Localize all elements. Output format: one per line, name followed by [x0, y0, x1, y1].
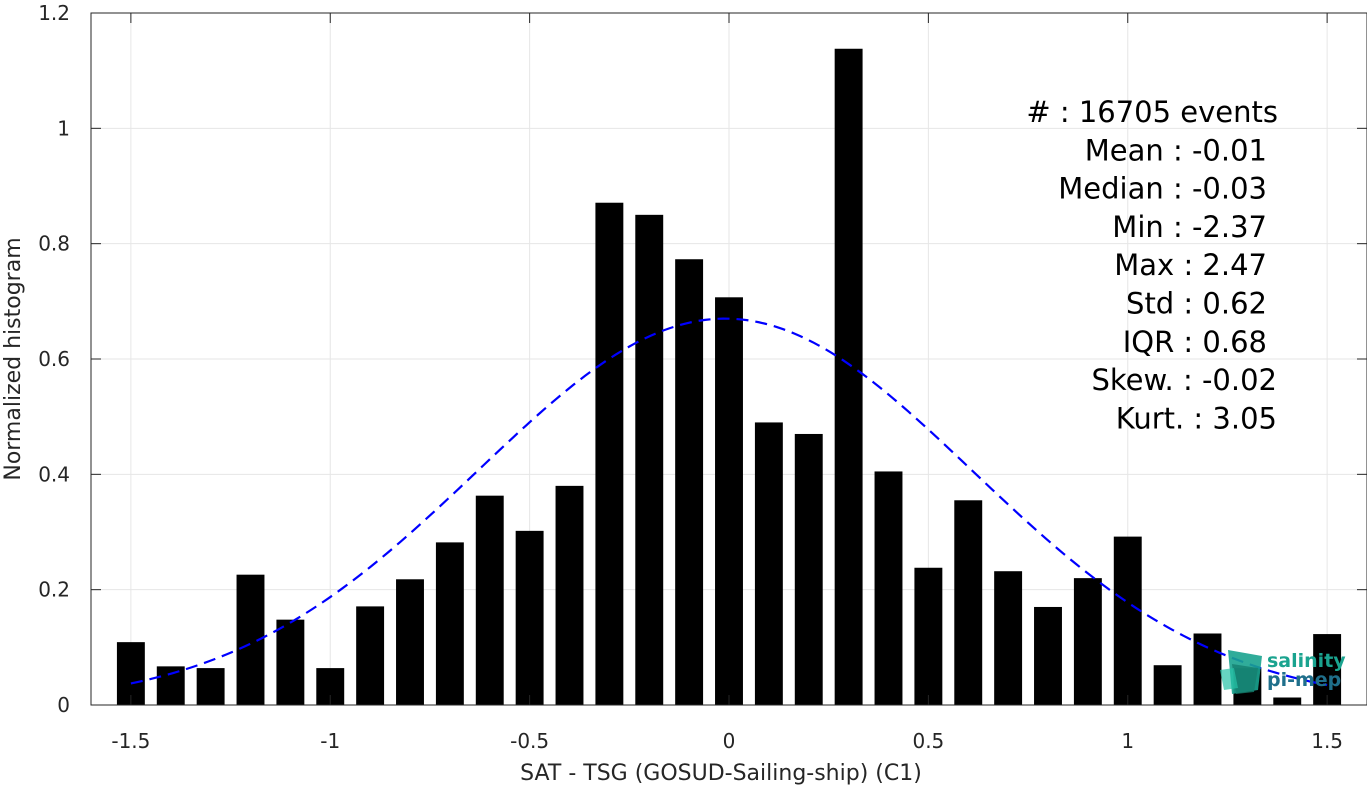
- bar-23: [1034, 606, 1062, 705]
- bar-6: [356, 606, 385, 705]
- x-tick-label-0: -1.5: [111, 729, 150, 753]
- y-tick-label-5: 1: [57, 116, 70, 140]
- bar-24: [1073, 578, 1102, 705]
- x-tick-label-6: 1.5: [1311, 729, 1343, 753]
- bar-1: [156, 666, 185, 705]
- x-tick-label-3: 0: [723, 729, 736, 753]
- stat-line-5: Std : 0.62: [1126, 287, 1267, 321]
- bar-27: [1193, 633, 1222, 705]
- bar-21: [954, 500, 983, 705]
- bar-4: [276, 619, 305, 705]
- logo-line2: pi-mep: [1267, 669, 1341, 691]
- y-tick-label-2: 0.4: [38, 462, 70, 486]
- stat-line-8: Kurt. : 3.05: [1116, 401, 1277, 435]
- x-tick-label-1: -1: [320, 729, 340, 753]
- salinity-pimep-logo: salinity pi-mep: [1220, 650, 1346, 694]
- bar-2: [196, 668, 225, 705]
- y-tick-label-1: 0.2: [38, 578, 70, 602]
- bar-7: [396, 579, 424, 705]
- x-axis-label: SAT - TSG (GOSUD-Sailing-ship) (C1): [520, 761, 922, 786]
- bar-11: [555, 485, 584, 705]
- stat-line-2: Median : -0.03: [1058, 172, 1267, 206]
- x-tick-labels: -1.5 -1 -0.5 0 0.5 1 1.5: [111, 729, 1343, 753]
- stat-line-7: Skew. : -0.02: [1091, 363, 1277, 397]
- logo-cube-icon: [1220, 650, 1262, 694]
- bar-18: [834, 48, 863, 705]
- stat-line-6: IQR : 0.68: [1123, 325, 1267, 359]
- y-axis-label: Normalized histogram: [1, 237, 26, 480]
- y-tick-label-6: 1.2: [38, 1, 70, 25]
- bars: [116, 48, 1342, 706]
- bar-26: [1153, 665, 1182, 705]
- bar-10: [515, 530, 544, 705]
- bar-0: [116, 642, 145, 705]
- stat-line-4: Max : 2.47: [1114, 248, 1267, 282]
- bar-20: [914, 567, 943, 705]
- normal-fit-curve: [130, 317, 1328, 687]
- bar-13: [635, 214, 664, 706]
- bar-25: [1113, 536, 1142, 705]
- stat-line-0: # : 16705 events: [1026, 95, 1278, 129]
- bar-14: [675, 259, 704, 705]
- x-tick-label-2: -0.5: [510, 729, 549, 753]
- bar-22: [994, 571, 1023, 705]
- axis-ticks: [91, 12, 1367, 706]
- bar-12: [595, 202, 624, 705]
- bar-16: [754, 422, 783, 705]
- y-tick-label-0: 0: [57, 693, 70, 717]
- y-tick-label-3: 0.6: [38, 347, 70, 371]
- bar-8: [435, 542, 464, 705]
- bar-15: [715, 297, 743, 705]
- x-tick-label-4: 0.5: [912, 729, 944, 753]
- y-tick-labels: 0 0.2 0.4 0.6 0.8 1 1.2: [38, 1, 70, 717]
- x-tick-label-5: 1: [1121, 729, 1134, 753]
- y-tick-label-4: 0.8: [38, 232, 70, 256]
- bar-17: [794, 433, 823, 705]
- bar-29: [1273, 697, 1302, 705]
- stat-line-3: Min : -2.37: [1112, 210, 1267, 244]
- bar-9: [475, 495, 504, 705]
- logo-line1: salinity: [1267, 650, 1346, 672]
- bar-30: [1313, 634, 1342, 705]
- bar-19: [874, 471, 903, 705]
- stats-box: # : 16705 events Mean : -0.01 Median : -0.…: [1026, 95, 1278, 435]
- stat-line-1: Mean : -0.01: [1085, 133, 1267, 167]
